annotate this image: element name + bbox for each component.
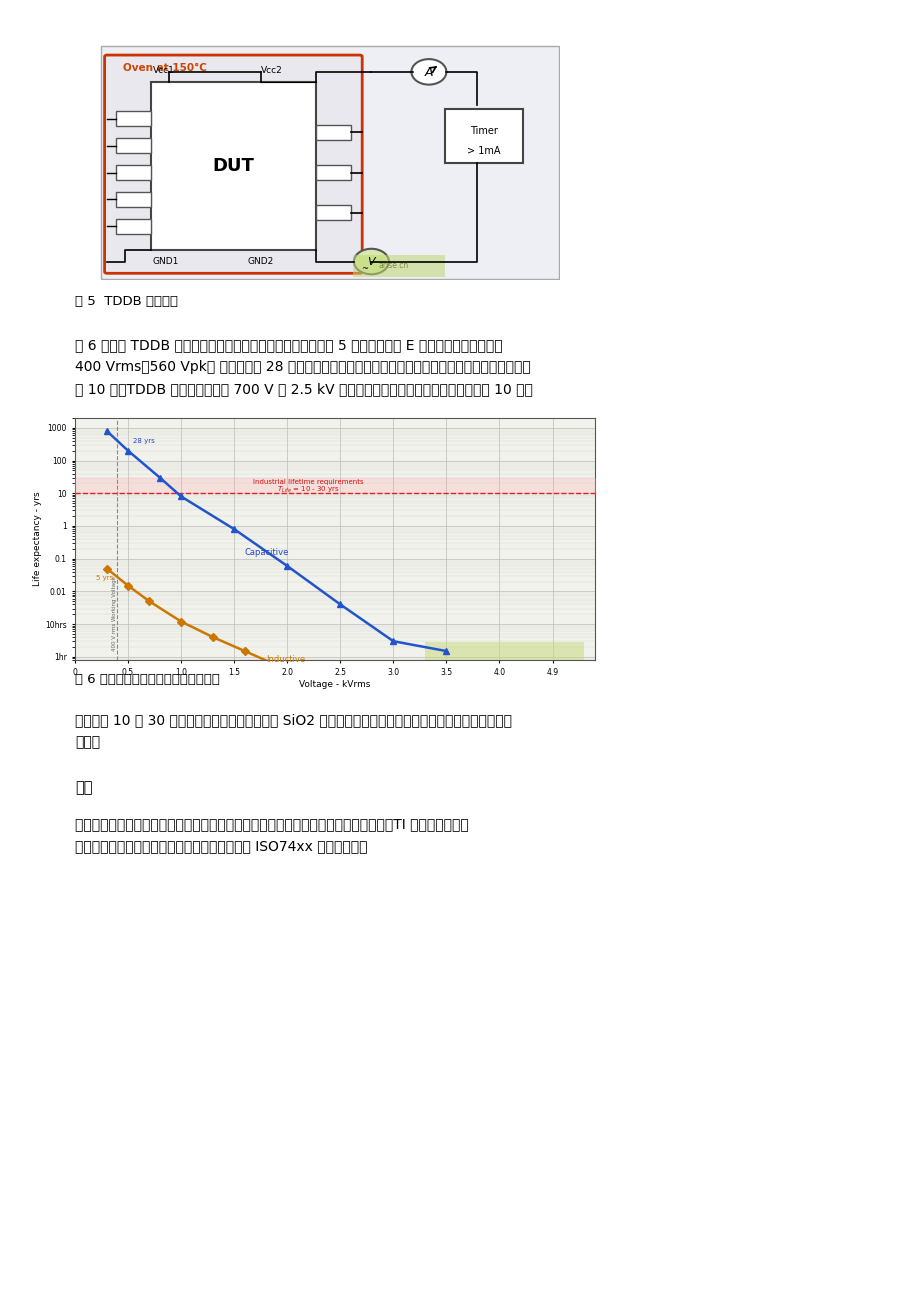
Bar [116, 165, 151, 180]
Text: GND2: GND2 [247, 256, 273, 266]
Text: 方案。: 方案。 [75, 736, 100, 749]
Text: 图 5  TDDB 测试方法: 图 5 TDDB 测试方法 [75, 296, 177, 309]
Circle shape [354, 249, 389, 275]
Text: Inductive: Inductive [266, 655, 305, 664]
Text: V: V [368, 258, 375, 267]
Text: $T_{Life}$ = 10 - 30 yrs: $T_{Life}$ = 10 - 30 yrs [277, 484, 339, 495]
Text: 400 Vrms（560 Vpk） 工作电压下 28 年的预计使用寿命，而相同电压下电感隔离器的预计使用寿命则小: 400 Vrms（560 Vpk） 工作电压下 28 年的预计使用寿命，而相同电… [75, 359, 530, 374]
Text: A: A [425, 66, 433, 79]
Y-axis label: Life expectancy - yrs: Life expectancy - yrs [33, 492, 42, 586]
Text: Vcc2: Vcc2 [261, 66, 282, 76]
Text: 若要达到 10 到 30 年的工业预计使用寿命，使用 SiO2 电介质的电容隔离器是实现这个目标唯一可行的解决: 若要达到 10 到 30 年的工业预计使用寿命，使用 SiO2 电介质的电容隔离… [75, 713, 512, 727]
Text: Oven at 150°C: Oven at 150°C [123, 64, 207, 73]
Text: DUT: DUT [212, 156, 254, 174]
FancyBboxPatch shape [101, 46, 559, 280]
Text: > 1mA: > 1mA [467, 146, 500, 156]
Text: arise.cn: arise.cn [378, 262, 408, 271]
Text: Capacitive: Capacitive [244, 548, 289, 557]
Text: 因其高可靠性、低电流消耗、高带宽和长使用寿命，数字电容隔离器具有优异的性能。TI 提供各种各样的: 因其高可靠性、低电流消耗、高带宽和长使用寿命，数字电容隔离器具有优异的性能。TI… [75, 816, 469, 831]
Bar [116, 219, 151, 233]
Text: GND1: GND1 [153, 256, 179, 266]
Text: ~: ~ [360, 264, 368, 272]
Circle shape [411, 59, 446, 85]
Text: 400 V rms Working Voltage: 400 V rms Working Voltage [111, 575, 117, 651]
Bar [116, 138, 151, 154]
X-axis label: Voltage - kVrms: Voltage - kVrms [299, 680, 370, 689]
Text: 数字电容隔离器，包括隔离总线收发器和新一代 ISO74xx 电容隔离器。: 数字电容隔离器，包括隔离总线收发器和新一代 ISO74xx 电容隔离器。 [75, 838, 367, 853]
Bar [116, 191, 151, 207]
Text: 28 yrs: 28 yrs [133, 437, 155, 444]
Text: 图 6 电容和电感隔离器的预计使用寿命: 图 6 电容和电感隔离器的预计使用寿命 [75, 673, 220, 686]
Text: Timer: Timer [470, 125, 497, 135]
FancyBboxPatch shape [105, 55, 362, 273]
Text: 5 yrs: 5 yrs [96, 575, 113, 582]
Bar [425, 642, 584, 660]
Text: Industrial lifetime requirements: Industrial lifetime requirements [253, 479, 363, 486]
Text: 结论: 结论 [75, 780, 93, 796]
Bar [316, 165, 350, 180]
Bar [116, 112, 151, 126]
Bar [316, 125, 350, 139]
Text: 图 6 所示的 TDDB 曲线表明，电容隔离器的测试数据（时间为 5 年）完全匹配 E 模型预测，从而得出在: 图 6 所示的 TDDB 曲线表明，电容隔离器的测试数据（时间为 5 年）完全匹… [75, 339, 502, 352]
Bar [316, 206, 350, 220]
Bar [353, 255, 445, 276]
Text: 于 10 年。TDDB 曲线还表明，在 700 V 和 2.5 kV 之间电容隔离器的寿命比电感隔离器长约 10 倍。: 于 10 年。TDDB 曲线还表明，在 700 V 和 2.5 kV 之间电容隔… [75, 381, 532, 396]
Bar [151, 82, 316, 250]
Text: Vcc1: Vcc1 [153, 66, 175, 76]
Bar [445, 109, 523, 163]
